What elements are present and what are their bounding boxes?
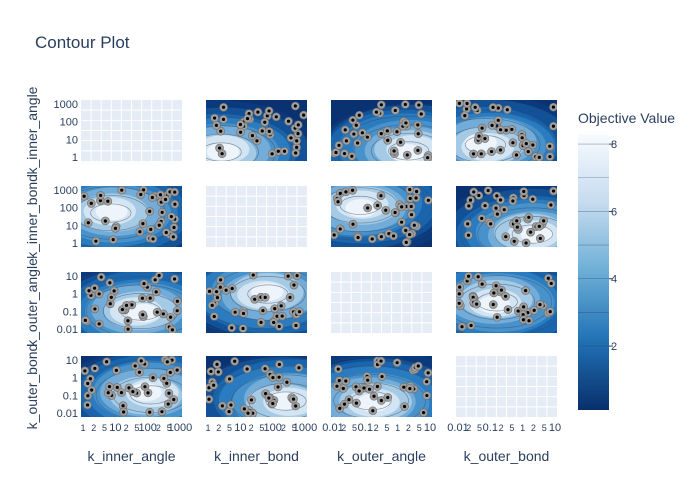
panel-k_outer_angle-vs-k_outer_angle — [331, 272, 432, 333]
panel-k_inner_angle-vs-k_inner_angle — [81, 100, 182, 161]
y-tick-label: 1 — [72, 238, 78, 250]
x-tick-label: 1 — [205, 423, 210, 433]
panel-k_outer_bond-vs-k_outer_bond — [456, 356, 557, 417]
x-tick-label: 10 — [109, 422, 121, 434]
colorbar-gradient — [578, 134, 609, 410]
x-tick-label: 10 — [424, 422, 436, 434]
y-tick-label: 1000 — [54, 185, 78, 197]
x-tick-label: 100 — [138, 422, 156, 434]
x-tick-label: 5 — [384, 423, 389, 433]
x-tick-label: 0.1 — [483, 422, 498, 434]
panel-k_outer_bond-vs-k_inner_bond — [206, 356, 307, 417]
y-tick-label: 1000 — [54, 99, 78, 111]
x-tick-label: 5 — [542, 423, 547, 433]
x-tick-label: 2 — [249, 423, 254, 433]
x-tick-label: 1000 — [168, 422, 192, 434]
x-tick-label: 5 — [417, 423, 422, 433]
x-tick-label: 100 — [263, 422, 281, 434]
x-tick-label: 2 — [91, 423, 96, 433]
x-tick-label: 1 — [520, 423, 525, 433]
x-tick-label: 5 — [167, 423, 172, 433]
x-tick-label: 10 — [234, 422, 246, 434]
x-tick-label: 5 — [102, 423, 107, 433]
x-tick-label: 5 — [259, 423, 264, 433]
x-tick-label: 5 — [477, 423, 482, 433]
x-tick-label: 1 — [395, 423, 400, 433]
panel-k_inner_bond-vs-k_inner_angle — [81, 186, 182, 247]
y-tick-label: 10 — [66, 271, 78, 283]
x-tick-label: 5 — [292, 423, 297, 433]
x-tick-label: 2 — [406, 423, 411, 433]
panel-k_outer_angle-vs-k_outer_bond — [456, 272, 557, 333]
x-tick-label: 2 — [281, 423, 286, 433]
panel-k_inner_angle-vs-k_inner_bond — [206, 100, 307, 161]
x-tick-label: 5 — [227, 423, 232, 433]
y-tick-label: 0.1 — [63, 306, 78, 318]
x-tick-label: 5 — [352, 423, 357, 433]
panel-k_inner_bond-vs-k_inner_bond — [206, 186, 307, 247]
colorbar-title: Objective Value — [578, 110, 675, 126]
x-tick-label: 10 — [549, 422, 561, 434]
x-tick-label: 2 — [216, 423, 221, 433]
y-tick-label: 1 — [72, 373, 78, 385]
x-tick-label: 2 — [156, 423, 161, 433]
x-tick-label: 1000 — [293, 422, 317, 434]
x-tick-label: 5 — [509, 423, 514, 433]
x-axis-label-k_inner_angle: k_inner_angle — [88, 448, 176, 464]
x-tick-label: 2 — [374, 423, 379, 433]
x-tick-label: 5 — [134, 423, 139, 433]
y-axis-label-k_outer_angle: k_outer_angle — [24, 258, 40, 347]
y-tick-label: 1 — [72, 289, 78, 301]
y-tick-label: 10 — [66, 355, 78, 367]
panel-k_outer_angle-vs-k_inner_angle — [81, 272, 182, 333]
panel-k_inner_angle-vs-k_outer_angle — [331, 100, 432, 161]
panel-k_inner_bond-vs-k_outer_bond — [456, 186, 557, 247]
y-axis-label-k_outer_bond: k_outer_bond — [24, 344, 40, 430]
x-tick-label: 0.01 — [322, 422, 343, 434]
x-tick-label: 0.1 — [358, 422, 373, 434]
panel-k_inner_angle-vs-k_outer_bond — [456, 100, 557, 161]
x-tick-label: 0.01 — [447, 422, 468, 434]
x-tick-label: 1 — [80, 423, 85, 433]
y-tick-label: 10 — [66, 134, 78, 146]
colorbar-tick-label: 4 — [611, 274, 617, 286]
chart-title: Contour Plot — [35, 33, 130, 52]
colorbar-tick-label: 8 — [611, 139, 617, 151]
x-tick-label: 2 — [341, 423, 346, 433]
y-tick-label: 1 — [72, 152, 78, 164]
y-axis-label-k_inner_angle: k_inner_angle — [24, 86, 40, 174]
x-tick-label: 2 — [466, 423, 471, 433]
y-tick-label: 0.01 — [57, 324, 78, 336]
x-axis-label-k_inner_bond: k_inner_bond — [214, 448, 299, 464]
y-tick-label: 100 — [60, 117, 78, 129]
colorbar-tick-label: 6 — [611, 206, 617, 218]
panel-k_outer_bond-vs-k_inner_angle — [81, 356, 182, 417]
y-tick-label: 10 — [66, 220, 78, 232]
y-axis-label-k_inner_bond: k_inner_bond — [24, 174, 40, 259]
y-tick-label: 0.01 — [57, 408, 78, 420]
y-tick-label: 100 — [60, 203, 78, 215]
x-axis-label-k_outer_bond: k_outer_bond — [464, 448, 550, 464]
panel-k_outer_bond-vs-k_outer_angle — [331, 356, 432, 417]
x-axis-label-k_outer_angle: k_outer_angle — [337, 448, 426, 464]
x-tick-label: 2 — [499, 423, 504, 433]
panel-k_outer_angle-vs-k_inner_bond — [206, 272, 307, 333]
y-tick-label: 0.1 — [63, 390, 78, 402]
x-tick-label: 2 — [124, 423, 129, 433]
x-tick-label: 2 — [531, 423, 536, 433]
colorbar-tick-label: 2 — [611, 341, 617, 353]
panel-k_inner_bond-vs-k_outer_angle — [331, 186, 432, 247]
